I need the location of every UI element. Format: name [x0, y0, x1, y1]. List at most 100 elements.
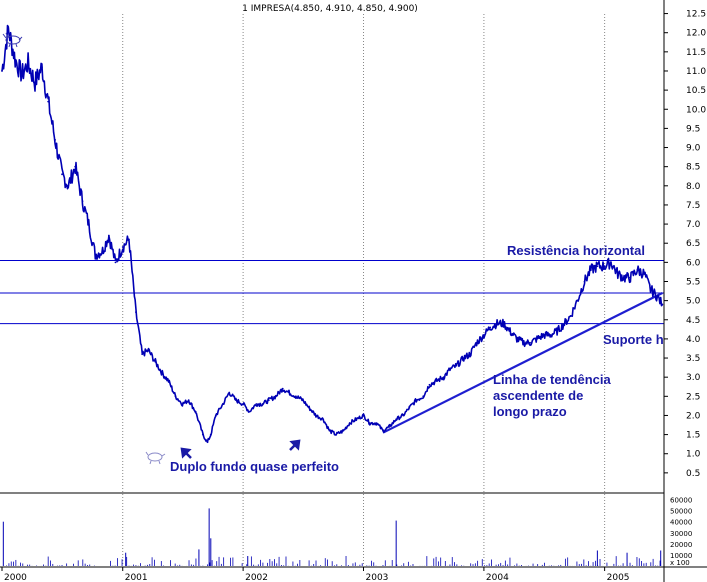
- price-point: [661, 303, 664, 306]
- price-point: [422, 395, 425, 398]
- price-point: [301, 399, 304, 402]
- price-point: [388, 426, 391, 428]
- price-point: [408, 406, 411, 409]
- price-point: [475, 341, 478, 344]
- price-point: [315, 414, 317, 417]
- price-point: [362, 414, 365, 417]
- price-point: [623, 276, 625, 279]
- price-point: [402, 414, 404, 417]
- y-tick-label: 4.5: [686, 316, 700, 326]
- price-point: [147, 349, 150, 352]
- x-tick-label: 2002: [245, 573, 268, 582]
- y-tick-label: 3.0: [686, 373, 701, 383]
- y-tick-label: 8.5: [686, 163, 700, 173]
- x-tick-label: 2003: [366, 573, 389, 582]
- price-point: [435, 380, 438, 382]
- price-point: [375, 422, 378, 425]
- y-tick-label: 7.0: [686, 220, 701, 230]
- price-point: [335, 433, 338, 436]
- y-tick-label: 2.5: [686, 392, 700, 402]
- x-tick-label: 2005: [607, 573, 630, 582]
- price-point: [87, 223, 90, 225]
- price-point: [576, 299, 579, 302]
- price-point: [194, 410, 197, 413]
- price-point: [41, 66, 43, 69]
- price-point: [489, 326, 492, 329]
- price-point: [248, 410, 251, 413]
- price-point: [261, 403, 264, 405]
- price-point: [61, 173, 63, 176]
- x-tick-label: 2001: [125, 573, 148, 582]
- price-point: [342, 429, 345, 432]
- price-point: [509, 330, 511, 333]
- arrow-icon: [180, 447, 192, 459]
- price-point: [636, 269, 639, 271]
- price-point: [355, 418, 358, 421]
- price-point: [603, 265, 606, 268]
- price-point: [308, 406, 310, 409]
- price-point: [161, 372, 164, 375]
- price-point: [543, 334, 545, 336]
- price-point: [14, 58, 17, 61]
- double-bottom-label: Duplo fundo quase perfeito: [170, 459, 339, 474]
- price-point: [428, 383, 431, 386]
- price-point: [515, 338, 518, 340]
- y-tick-label: 8.0: [686, 182, 701, 192]
- price-point: [7, 27, 10, 30]
- volume-tick-label: 30000: [670, 530, 692, 538]
- price-point: [20, 73, 23, 76]
- resistance-label: Resistência horizontal: [507, 243, 645, 258]
- price-point: [469, 353, 471, 356]
- price-point: [583, 280, 586, 283]
- price-point: [181, 403, 184, 405]
- price-point: [107, 234, 110, 237]
- price-point: [27, 62, 29, 65]
- price-point: [187, 399, 190, 402]
- price-point: [288, 391, 290, 394]
- y-tick-label: 6.5: [686, 239, 700, 249]
- price-point: [47, 100, 50, 103]
- x-tick-label: 2004: [486, 573, 509, 582]
- price-point: [206, 441, 209, 444]
- chart-title: 1 IMPRESA(4.850, 4.910, 4.850, 4.900): [242, 4, 418, 14]
- y-tick-label: 0.5: [686, 469, 700, 479]
- price-point: [442, 376, 445, 379]
- price-point: [228, 391, 231, 394]
- volume-tick-label: 10000: [670, 552, 692, 560]
- y-tick-label: 12.0: [686, 29, 706, 39]
- price-point: [536, 338, 538, 340]
- grid-layer: [122, 14, 606, 566]
- bull-logo-icon: [2, 32, 23, 48]
- arrow-icon: [289, 439, 301, 451]
- price-point: [174, 395, 177, 398]
- price-point: [114, 261, 117, 264]
- price-point: [201, 433, 204, 436]
- price-point: [141, 353, 144, 356]
- horizontal-lines: [0, 259, 664, 325]
- price-point: [121, 246, 124, 248]
- y-tick-label: 11.5: [686, 48, 706, 58]
- price-point: [34, 81, 36, 84]
- y-tick-label: 9.5: [686, 124, 700, 134]
- price-point: [462, 357, 465, 359]
- volume-tick-label: 40000: [670, 519, 692, 527]
- trendline-label-line-1: Linha de tendência: [493, 372, 612, 387]
- volume-tick-label: 20000: [670, 541, 692, 549]
- x-tick-label: 2000: [4, 573, 27, 582]
- price-point: [294, 395, 297, 398]
- ascending-trendline: [382, 291, 663, 434]
- price-point: [656, 295, 659, 298]
- price-point: [368, 422, 371, 425]
- price-point: [81, 200, 84, 203]
- price-point: [643, 272, 646, 275]
- y-tick-label: 11.0: [686, 67, 706, 77]
- price-point: [382, 429, 384, 432]
- price-point: [502, 322, 505, 325]
- price-point: [616, 272, 619, 275]
- price-point: [267, 399, 270, 402]
- y-tick-label: 9.0: [686, 144, 701, 154]
- price-point: [629, 276, 632, 279]
- price-point: [242, 403, 245, 405]
